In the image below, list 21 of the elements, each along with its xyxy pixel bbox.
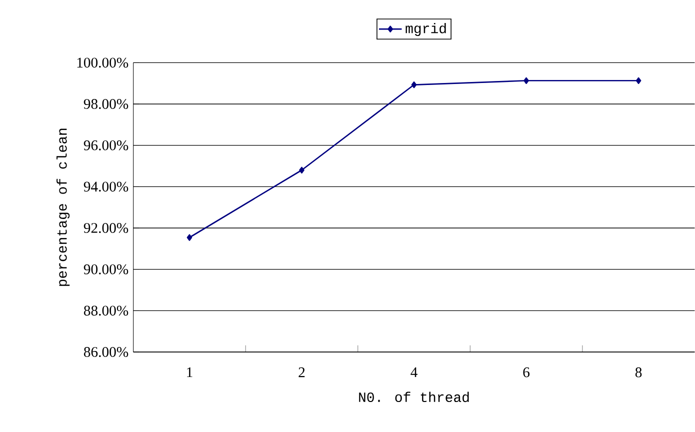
- point: [186, 234, 192, 241]
- y-tick-label: 92.00%: [84, 223, 128, 233]
- point: [636, 77, 642, 84]
- x-tick-label: 8: [635, 367, 642, 378]
- x-tick-label: 1: [187, 367, 192, 378]
- legend-label: mgrid: [406, 22, 446, 36]
- y-tick-label: 94.00%: [84, 182, 128, 192]
- y-tick-label: 90.00%: [84, 264, 128, 274]
- point: [299, 166, 304, 174]
- x-tick-label: 4: [410, 367, 418, 378]
- y-tick-label: 98.00%: [84, 99, 128, 109]
- y-axis-title: percentage of clean: [56, 128, 70, 286]
- point: [524, 77, 529, 84]
- x-axis-title: N0. of thread: [359, 392, 469, 402]
- y-tick-label: 96.00%: [84, 140, 128, 150]
- y-tick-label: 86.00%: [84, 347, 128, 357]
- y-tick-label: 88.00%: [84, 306, 128, 316]
- point: [411, 81, 417, 88]
- y-tick-label: 100.00%: [77, 58, 128, 68]
- x-tick-label: 6: [523, 367, 530, 378]
- x-tick-label: 2: [298, 367, 305, 378]
